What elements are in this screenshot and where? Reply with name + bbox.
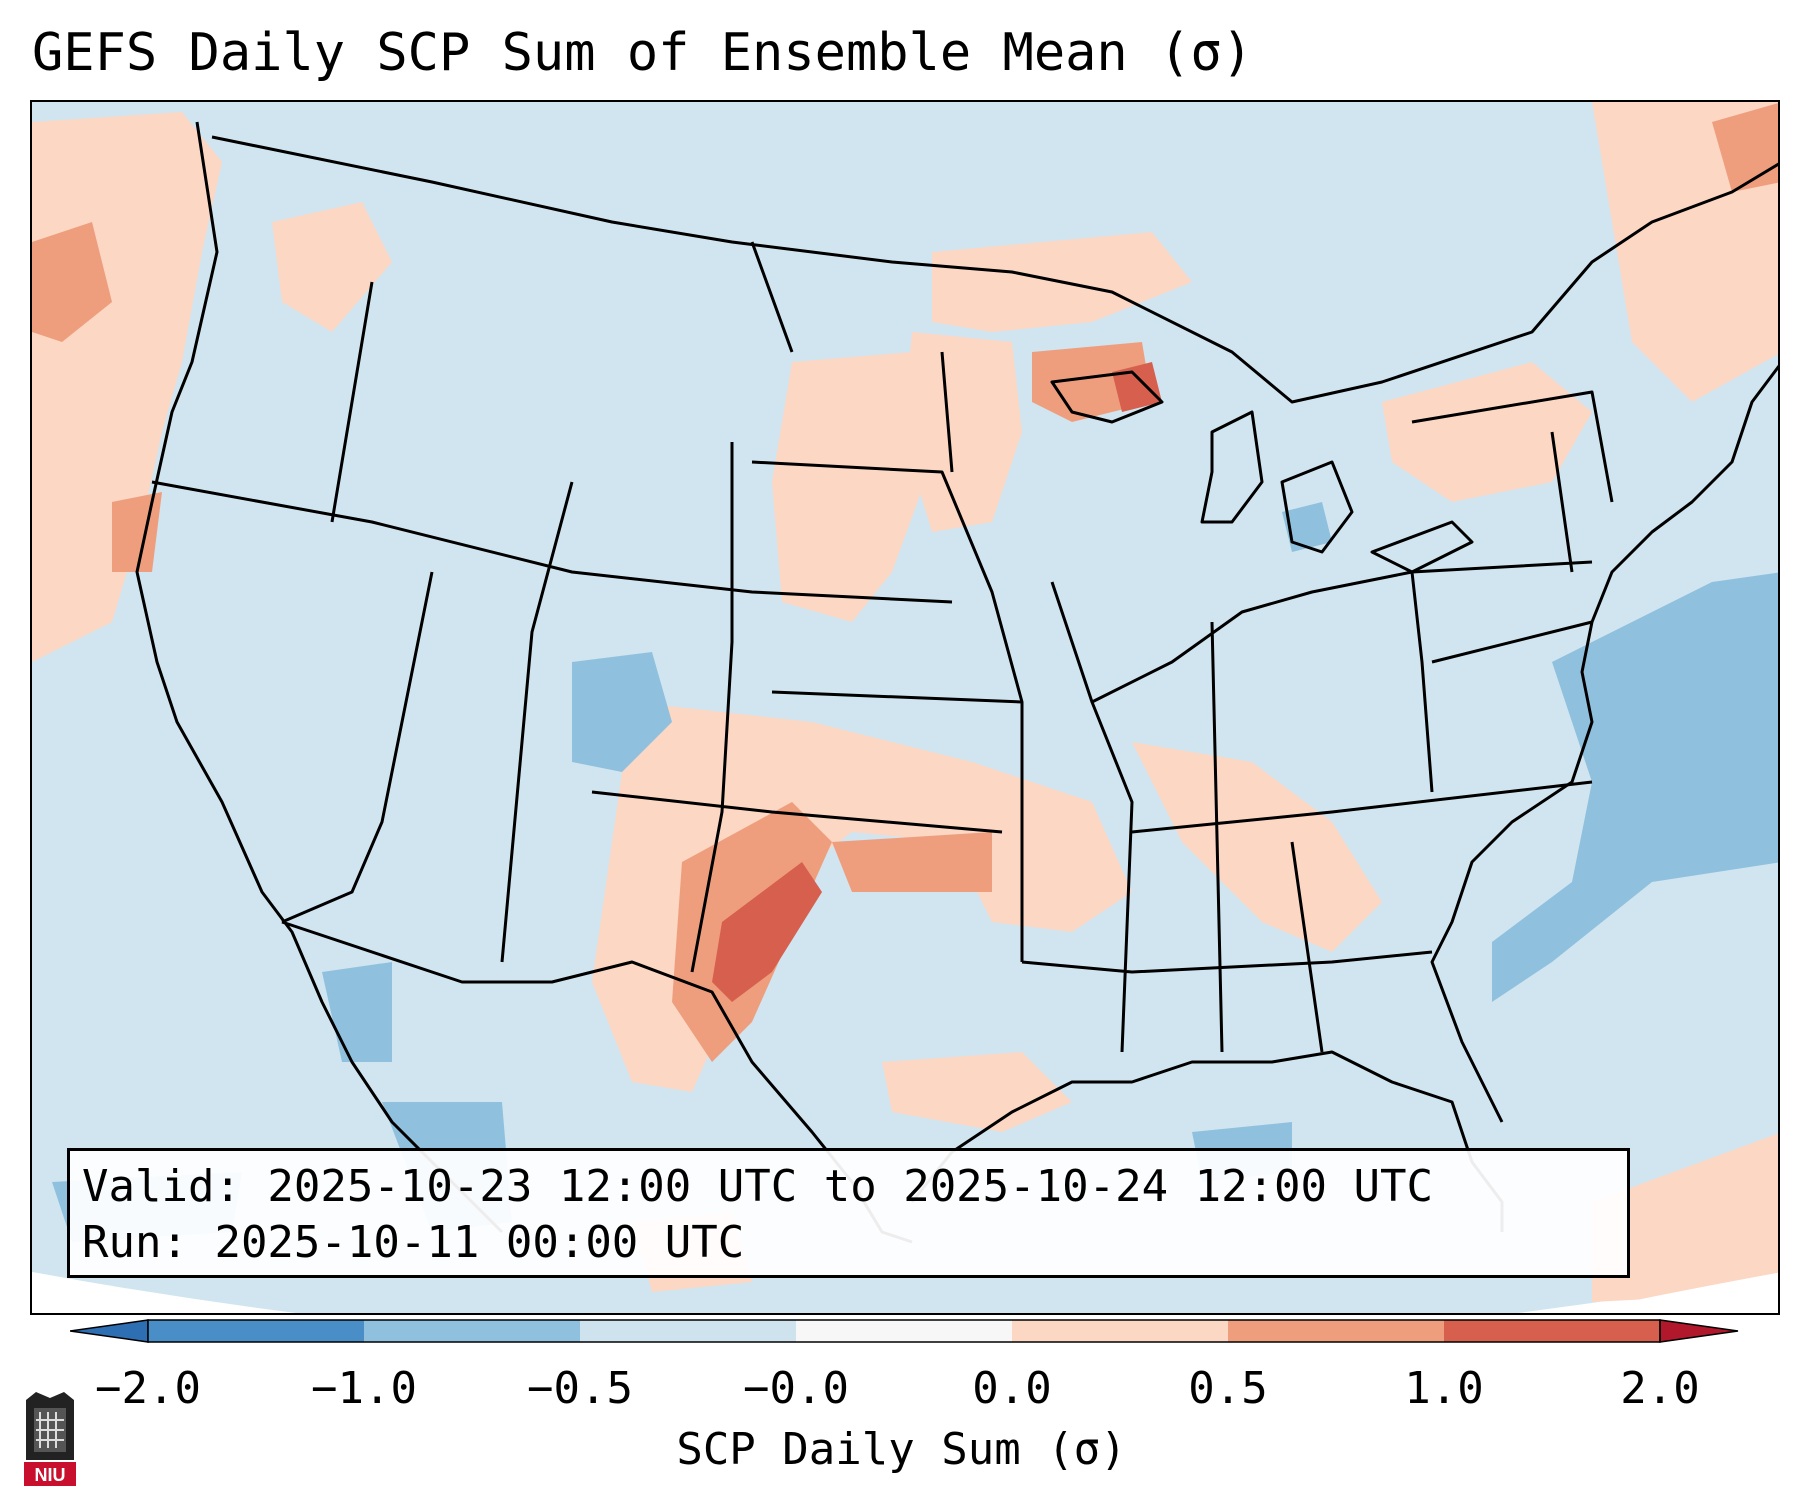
colorbar-tick-4: 0.0: [972, 1363, 1052, 1414]
colorbar-segment-0: [148, 1320, 364, 1342]
strong-positive-anomaly-field: [712, 362, 1162, 1002]
political-boundaries: [135, 121, 1778, 1244]
interior-lines-central: [750, 241, 1433, 1053]
upper-midwest-patch: [902, 332, 1022, 532]
map-panel: [30, 100, 1780, 1315]
lake-superior-core: [1112, 362, 1162, 412]
colorbar-tick-0: −2.0: [95, 1363, 201, 1414]
canada-border: [211, 135, 1778, 404]
interior-lines-west: [151, 281, 1003, 973]
colorbar-segment-2: [580, 1320, 796, 1342]
colorbar-tick-7: 2.0: [1620, 1363, 1700, 1414]
colorbar-segment-3: [796, 1320, 1012, 1342]
pacific-patch-1: [32, 222, 112, 342]
colorbar-tick-1: −1.0: [311, 1363, 417, 1414]
gulf-coast-patch: [882, 1052, 1072, 1132]
colorado-patch: [572, 652, 672, 772]
atlantic-negative-region: [1492, 572, 1778, 1002]
colorbar-segment-1: [364, 1320, 580, 1342]
colorbar-segment-6: [1444, 1320, 1660, 1342]
colorbar: [70, 1319, 1739, 1343]
colorbar-under-extension: [70, 1319, 149, 1343]
atlantic-coastline: [1430, 364, 1778, 1123]
colorbar-label: SCP Daily Sum (σ): [676, 1424, 1127, 1475]
southeast-patch: [1132, 742, 1382, 952]
colorbar-tick-3: −0.0: [743, 1363, 849, 1414]
valid-run-infobox: Valid: 2025-10-23 12:00 UTC to 2025-10-2…: [67, 1148, 1630, 1278]
map-domain-background: [32, 102, 1778, 1313]
niu-logo: NIU: [24, 1392, 76, 1486]
colorbar-outline: [147, 1319, 1661, 1343]
idaho-patch: [272, 202, 392, 332]
outside-domain: [32, 1272, 1778, 1313]
plains-patch: [772, 352, 932, 622]
colorbar-tick-6: 1.0: [1404, 1363, 1484, 1414]
michigan-patch: [1282, 502, 1332, 552]
colorbar-segment-4: [1012, 1320, 1228, 1342]
west-coast-line: [135, 121, 504, 1234]
colorbar-segment-5: [1228, 1320, 1444, 1342]
northeast-patch: [1382, 362, 1592, 502]
interior-lines-east: [1091, 390, 1614, 1053]
texas-panhandle-core: [712, 862, 822, 1002]
caribbean-patch: [1592, 1133, 1778, 1302]
northeast-corner-patch: [1712, 103, 1778, 192]
niu-logo-text: NIU: [35, 1465, 66, 1485]
valid-time-text: Valid: 2025-10-23 12:00 UTC to 2025-10-2…: [82, 1161, 1434, 1212]
colorbar-tick-5: 0.5: [1188, 1363, 1268, 1414]
colorbar-tick-2: −0.5: [527, 1363, 633, 1414]
colorbar-over-extension: [1659, 1319, 1739, 1343]
chart-title: GEFS Daily SCP Sum of Ensemble Mean (σ): [32, 23, 1253, 83]
map-svg: [32, 102, 1778, 1313]
oklahoma-band: [832, 832, 992, 892]
run-time-text: Run: 2025-10-11 00:00 UTC: [82, 1217, 745, 1268]
great-lakes-outline: [1050, 370, 1474, 574]
